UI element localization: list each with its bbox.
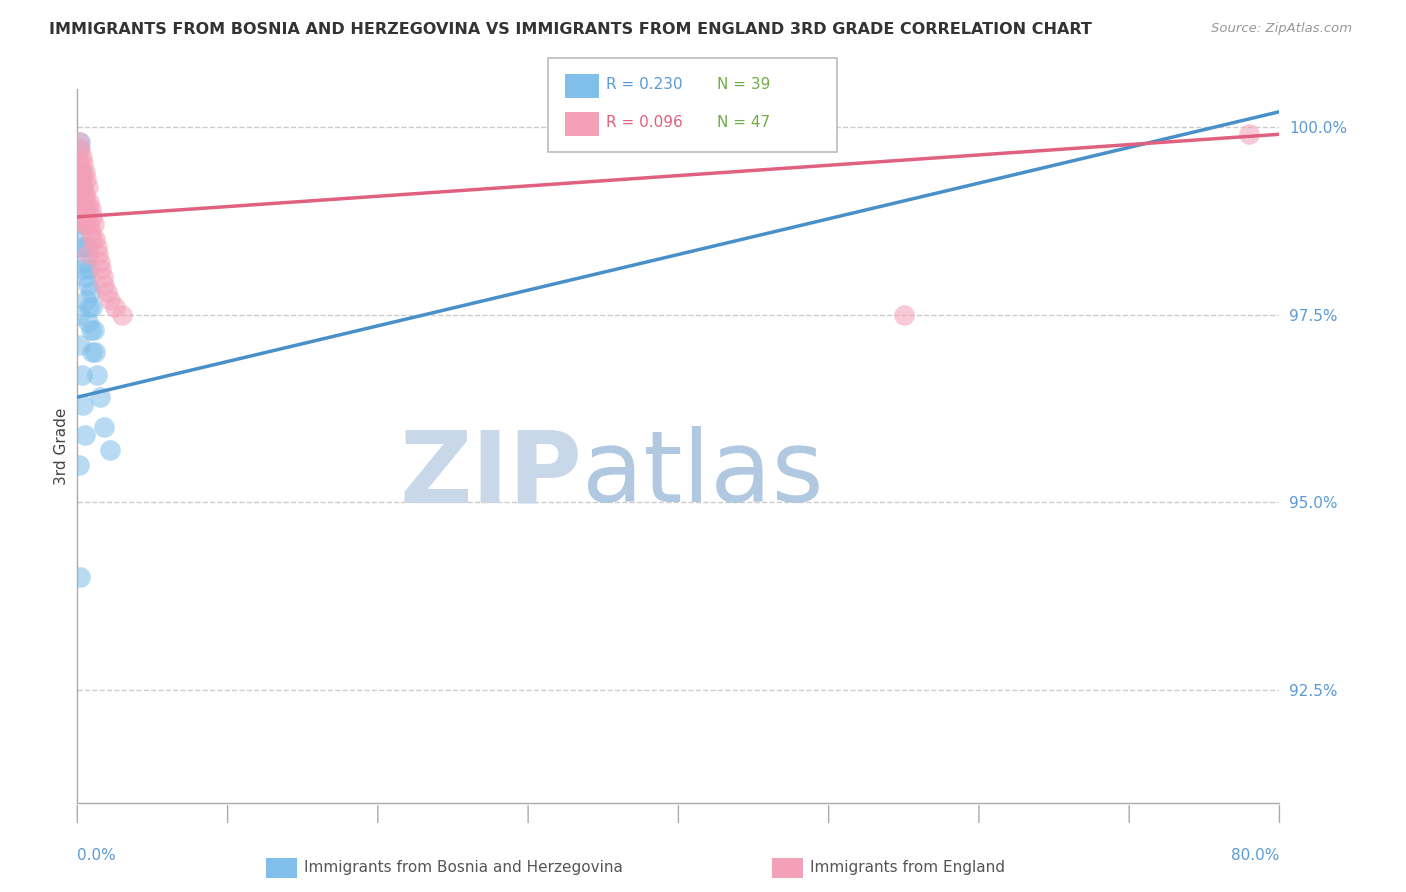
Point bbox=[84, 345, 107, 359]
Text: IMMIGRANTS FROM BOSNIA AND HERZEGOVINA VS IMMIGRANTS FROM ENGLAND 3RD GRADE CORR: IMMIGRANTS FROM BOSNIA AND HERZEGOVINA V… bbox=[49, 22, 1092, 37]
Point bbox=[91, 270, 114, 285]
Text: R = 0.096: R = 0.096 bbox=[606, 115, 683, 129]
Point bbox=[73, 427, 96, 442]
Point bbox=[100, 293, 122, 307]
Point bbox=[70, 172, 93, 186]
Point bbox=[67, 150, 90, 164]
Point bbox=[79, 218, 101, 232]
Point bbox=[70, 165, 93, 179]
Point bbox=[73, 187, 96, 202]
Point bbox=[79, 194, 101, 209]
Point bbox=[70, 368, 93, 382]
Point bbox=[87, 247, 110, 261]
Point bbox=[67, 458, 90, 472]
Point bbox=[83, 322, 105, 336]
Point bbox=[72, 202, 94, 217]
Point bbox=[69, 187, 91, 202]
Point bbox=[70, 194, 93, 209]
Point bbox=[79, 262, 101, 277]
Text: 80.0%: 80.0% bbox=[1232, 848, 1279, 863]
Point bbox=[70, 210, 93, 224]
Point bbox=[69, 142, 91, 156]
Point bbox=[89, 390, 111, 404]
Point bbox=[1239, 128, 1261, 142]
Text: Source: ZipAtlas.com: Source: ZipAtlas.com bbox=[1212, 22, 1353, 36]
Point bbox=[69, 165, 91, 179]
Point bbox=[67, 135, 90, 149]
Point bbox=[69, 165, 91, 179]
Point bbox=[76, 315, 98, 329]
Point bbox=[75, 293, 97, 307]
Point bbox=[75, 172, 97, 186]
Point bbox=[69, 187, 91, 202]
Point bbox=[73, 240, 96, 254]
Point bbox=[93, 277, 115, 292]
Text: Immigrants from Bosnia and Herzegovina: Immigrants from Bosnia and Herzegovina bbox=[304, 861, 623, 875]
Point bbox=[70, 210, 93, 224]
Text: Immigrants from England: Immigrants from England bbox=[810, 861, 1005, 875]
Point bbox=[82, 232, 104, 246]
Point bbox=[89, 255, 111, 269]
Point bbox=[100, 442, 122, 457]
Point bbox=[72, 157, 94, 171]
Text: N = 39: N = 39 bbox=[717, 78, 770, 92]
Point bbox=[893, 308, 915, 322]
Text: N = 47: N = 47 bbox=[717, 115, 770, 129]
Point bbox=[96, 285, 118, 299]
Point bbox=[76, 179, 98, 194]
Y-axis label: 3rd Grade: 3rd Grade bbox=[53, 408, 69, 484]
Point bbox=[80, 322, 103, 336]
Point bbox=[67, 142, 90, 156]
Point bbox=[82, 345, 104, 359]
Point bbox=[76, 240, 98, 254]
Point bbox=[80, 285, 103, 299]
Point bbox=[73, 218, 96, 232]
Point bbox=[69, 570, 91, 584]
Point bbox=[82, 300, 104, 314]
Point bbox=[67, 308, 90, 322]
Point bbox=[72, 398, 94, 412]
Text: ZIP: ZIP bbox=[399, 426, 582, 523]
Point bbox=[75, 218, 97, 232]
Point bbox=[72, 225, 94, 239]
Point bbox=[80, 202, 103, 217]
Point bbox=[72, 179, 94, 194]
Point bbox=[82, 210, 104, 224]
Point bbox=[86, 240, 108, 254]
Point bbox=[84, 232, 107, 246]
Point bbox=[104, 300, 127, 314]
Point bbox=[67, 172, 90, 186]
Point bbox=[80, 225, 103, 239]
Point bbox=[70, 187, 93, 202]
Point bbox=[67, 157, 90, 171]
Point bbox=[90, 262, 112, 277]
Point bbox=[69, 172, 91, 186]
Point bbox=[83, 218, 105, 232]
Point bbox=[72, 179, 94, 194]
Point bbox=[69, 135, 91, 149]
Point bbox=[73, 210, 96, 224]
Point bbox=[79, 300, 101, 314]
Point bbox=[76, 247, 98, 261]
Point bbox=[76, 202, 98, 217]
Point bbox=[75, 210, 97, 224]
Point bbox=[69, 337, 91, 351]
Point bbox=[111, 308, 134, 322]
Text: 0.0%: 0.0% bbox=[77, 848, 117, 863]
Point bbox=[76, 277, 98, 292]
Point bbox=[93, 420, 115, 434]
Point bbox=[72, 202, 94, 217]
Point bbox=[69, 218, 91, 232]
Point bbox=[70, 150, 93, 164]
Point bbox=[75, 194, 97, 209]
Point bbox=[73, 270, 96, 285]
Point bbox=[72, 262, 94, 277]
Point bbox=[73, 165, 96, 179]
Point bbox=[75, 255, 97, 269]
Point bbox=[86, 368, 108, 382]
Text: atlas: atlas bbox=[582, 426, 824, 523]
Point bbox=[73, 202, 96, 217]
Point bbox=[70, 240, 93, 254]
Text: R = 0.230: R = 0.230 bbox=[606, 78, 682, 92]
